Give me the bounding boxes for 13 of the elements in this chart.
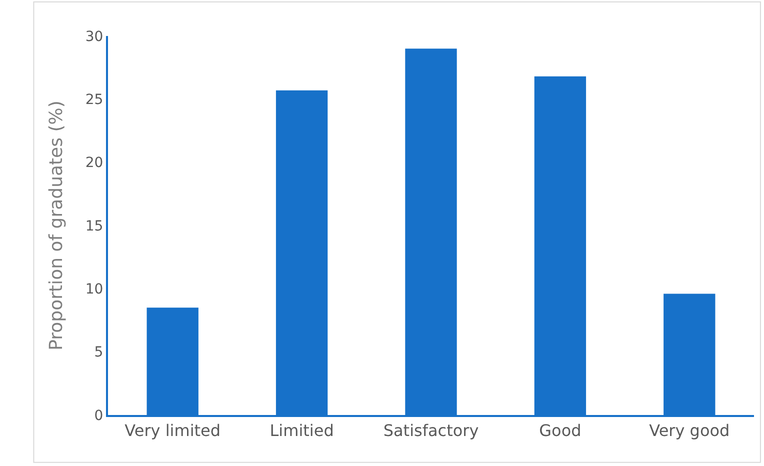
y-tick-label: 5	[94, 344, 104, 361]
y-tick-label: 25	[85, 92, 104, 108]
y-tick-label: 20	[85, 155, 104, 172]
y-tick-label: 30	[85, 28, 104, 45]
y-tick-label: 0	[94, 408, 104, 424]
x-tick-label: Very limited	[124, 421, 221, 440]
y-tick-label: 15	[85, 218, 104, 234]
x-tick-label: Satisfactory	[383, 421, 479, 440]
y-tick-label: 10	[85, 282, 104, 298]
y-axis-title: Proportion of graduates (%)	[46, 100, 68, 350]
x-tick-label: Good	[539, 421, 582, 440]
x-tick-label: Very good	[649, 421, 730, 440]
x-tick-label: Limitied	[270, 421, 334, 440]
